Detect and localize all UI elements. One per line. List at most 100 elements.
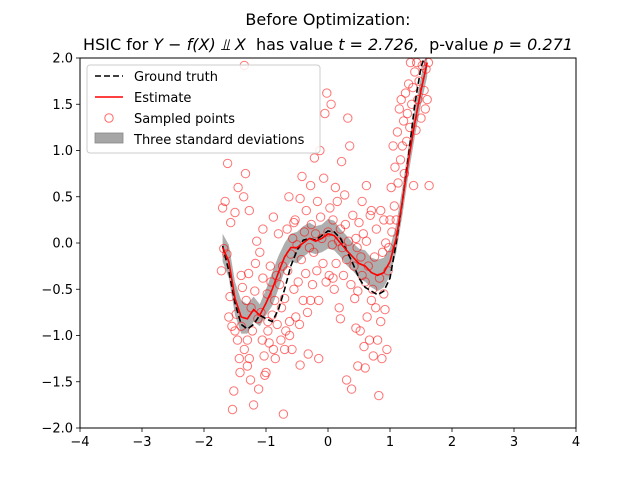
sampled-point <box>248 400 259 410</box>
sampled-point <box>359 341 369 352</box>
sampled-point <box>402 108 413 119</box>
sampled-point <box>369 252 380 262</box>
x-tick-label: 2 <box>448 435 456 450</box>
x-tick-label: 4 <box>572 435 580 450</box>
sampled-point <box>257 335 267 345</box>
sampled-point <box>322 88 332 98</box>
sampled-point <box>325 203 335 213</box>
sampled-point <box>377 247 388 258</box>
sampled-point <box>309 153 320 163</box>
title-line2-p: p = 0.271 <box>492 35 573 54</box>
sampled-point <box>265 261 275 271</box>
y-tick-label: −1.0 <box>41 329 73 344</box>
sampled-point <box>243 268 254 279</box>
std-band-layer <box>222 58 428 334</box>
sampled-point <box>258 273 268 283</box>
sampled-point <box>293 277 303 287</box>
sampled-point <box>294 319 305 330</box>
sampled-point <box>362 312 372 322</box>
title-line2-p-label: p-value <box>419 35 493 54</box>
sampled-point <box>374 390 384 401</box>
title-line2-t: t = 2.726, <box>338 35 419 54</box>
y-tick-label: 0.5 <box>52 190 73 205</box>
sampled-point <box>279 293 290 304</box>
sampled-point <box>288 233 298 244</box>
sampled-point <box>230 207 240 218</box>
sampled-point <box>323 227 333 237</box>
sampled-point <box>312 266 322 276</box>
sampled-point <box>307 279 318 290</box>
sampled-point <box>253 384 264 394</box>
sampled-point <box>250 286 260 296</box>
legend-band-label: Three standard deviations <box>133 133 305 148</box>
sampled-point <box>262 289 272 299</box>
sampled-point <box>276 303 287 313</box>
sampled-point <box>389 201 399 211</box>
sampled-point <box>379 215 389 225</box>
legend-sampled-points-label: Sampled points <box>134 112 235 127</box>
x-tick-label: −2 <box>194 435 213 450</box>
title-line2-mid: has value <box>246 35 338 54</box>
sampled-point <box>270 353 280 364</box>
sampled-point <box>314 353 324 364</box>
sampled-point <box>395 155 406 165</box>
title-line2-math: Y − f(X) ⫫ X <box>153 35 247 54</box>
sampled-point <box>263 326 273 336</box>
sampled-point <box>329 284 339 294</box>
sampled-point <box>287 344 297 355</box>
sampled-point <box>295 360 305 370</box>
sampled-point <box>276 335 286 345</box>
sampled-point <box>227 321 237 331</box>
sampled-point <box>284 330 295 341</box>
ticks-layer: −4 −3 −2 −1 0 1 2 3 4 −2.0 −1.5 −1.0 −0.5 0.0 0.5 1.0 1.… <box>41 52 580 451</box>
sampled-point <box>390 162 400 172</box>
legend-band-marker <box>94 132 124 144</box>
sampled-point <box>305 295 316 306</box>
sampled-point <box>244 205 255 216</box>
sampled-point <box>371 303 381 313</box>
sampled-point <box>312 196 323 207</box>
ground-truth-line <box>221 58 425 330</box>
sampled-point <box>385 215 395 225</box>
sampled-point <box>411 125 421 135</box>
sampled-point <box>239 344 250 355</box>
sampled-point <box>368 351 378 361</box>
sampled-points-layer <box>216 58 434 419</box>
sampled-point <box>289 284 299 294</box>
sampled-point <box>354 217 364 228</box>
sampled-point <box>242 361 253 371</box>
sampled-point <box>239 192 249 202</box>
sampled-point <box>309 247 319 258</box>
sampled-point <box>338 270 349 281</box>
sampled-point <box>346 384 357 394</box>
sampled-point <box>220 196 230 207</box>
sampled-point <box>314 295 324 306</box>
sampled-point <box>291 312 301 322</box>
chart-title-line2: HSIC for Y − f(X) ⫫ X has value t = 2.72… <box>83 35 573 54</box>
sampled-point <box>351 323 361 333</box>
sampled-point <box>229 386 239 396</box>
lines-layer <box>221 58 428 330</box>
sampled-point <box>380 304 390 315</box>
x-tick-label: −3 <box>132 435 151 450</box>
legend-ground-truth-label: Ground truth <box>134 70 218 85</box>
sampled-point <box>348 210 358 221</box>
sampled-point <box>219 243 229 254</box>
sampled-point <box>241 295 251 306</box>
sampled-point <box>242 335 253 345</box>
sampled-point <box>388 141 398 151</box>
sampled-point <box>399 168 409 179</box>
sampled-point <box>393 178 403 188</box>
sampled-point <box>341 375 352 385</box>
sampled-point <box>297 171 307 182</box>
y-tick-label: −1.5 <box>41 375 73 390</box>
x-tick-label: −4 <box>70 435 89 450</box>
y-tick-label: −2.0 <box>41 422 73 437</box>
sampled-point <box>303 349 313 359</box>
sampled-point <box>264 338 274 348</box>
sampled-point <box>298 295 308 306</box>
sampled-point <box>296 254 306 265</box>
x-tick-label: −1 <box>256 435 275 450</box>
sampled-point <box>233 182 243 193</box>
sampled-point <box>361 180 372 191</box>
